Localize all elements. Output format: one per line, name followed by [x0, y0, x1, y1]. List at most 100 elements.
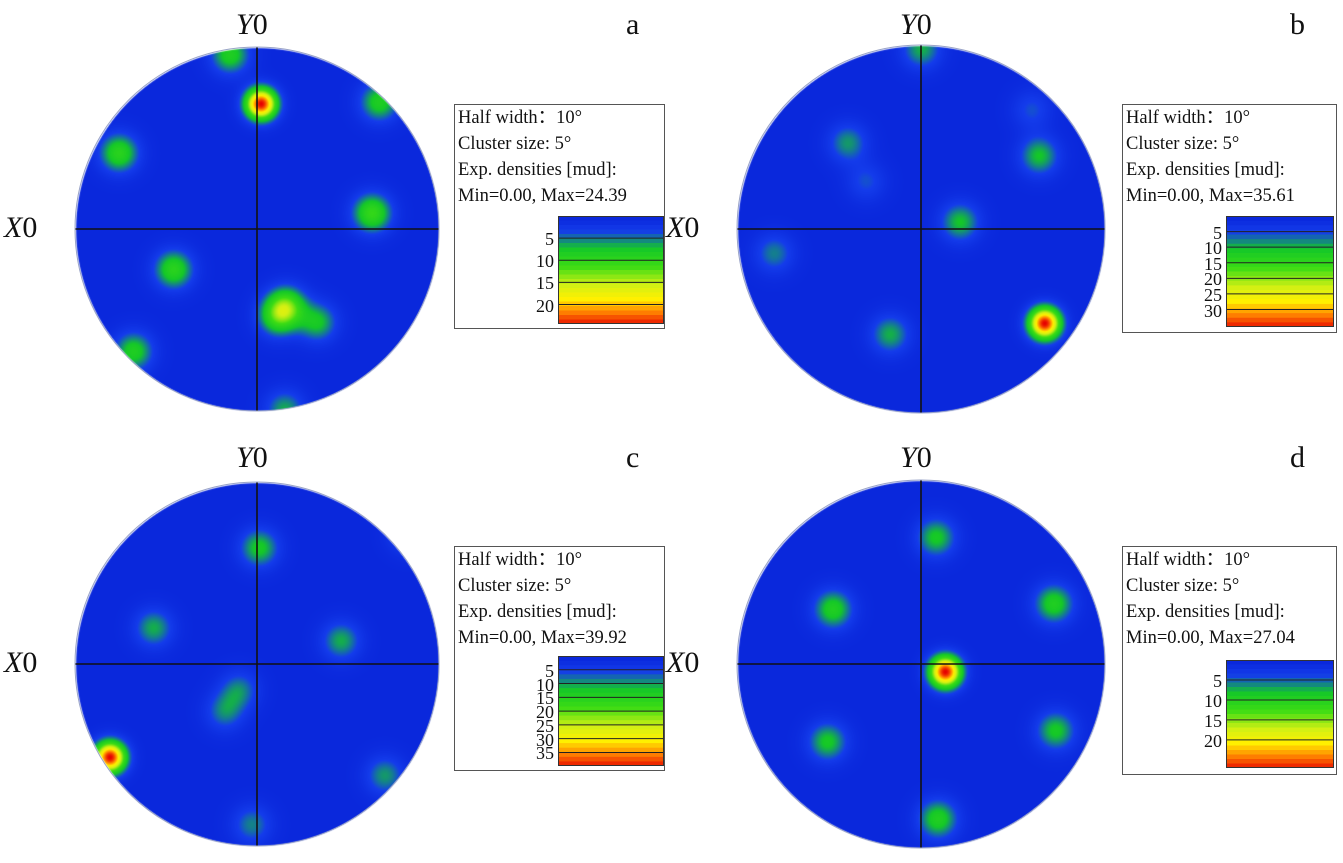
colorbar-band [1226, 271, 1334, 277]
density-maximum-8 [315, 320, 319, 324]
colorbar-band [558, 692, 664, 698]
colorbar-tick-label: 35 [536, 743, 554, 764]
colorbar-band [558, 220, 664, 226]
colorbar-band [558, 274, 664, 280]
density-maximum-1 [845, 141, 849, 145]
colorbar-band [558, 225, 664, 231]
density-maximum-2 [1037, 153, 1041, 157]
colorbar [558, 656, 664, 766]
density-maximum-5 [171, 267, 175, 271]
colorbar-tick-label: 10 [536, 251, 554, 272]
colorbar-band [1226, 317, 1334, 323]
colorbar-band [558, 729, 664, 735]
crosshair-c [74, 481, 440, 847]
projection-circle [74, 46, 440, 412]
density-maximum-7 [275, 314, 279, 318]
projection-circle [736, 44, 1106, 414]
colorbar-band [1226, 763, 1334, 768]
colorbar-band [558, 216, 664, 222]
colorbar-band [1226, 285, 1334, 291]
density-maximum-2 [339, 638, 343, 642]
density-maximum-2 [377, 100, 381, 104]
density-maximum-1 [151, 626, 155, 630]
density-maximum-6 [108, 755, 112, 759]
colorbar-band [558, 261, 664, 267]
colorbar-band [1226, 732, 1334, 738]
panel-label: b [1290, 8, 1305, 41]
colorbar-tick-label: 30 [536, 729, 554, 750]
colorbar-band [558, 669, 664, 675]
crosshair-d [736, 479, 1106, 849]
y-axis-label: Y0 [236, 8, 268, 41]
colorbar-band [558, 238, 664, 244]
colorbar-tick-label: 30 [1204, 300, 1222, 321]
colorbar-band [1226, 664, 1334, 670]
density-maximum-6 [284, 303, 288, 307]
colorbar-band [1226, 313, 1334, 319]
colorbar-tick-label: 20 [1204, 269, 1222, 290]
density-maximum-1 [831, 607, 835, 611]
x-axis-label: X0 [4, 211, 38, 244]
legend-exp-densities: Exp. densities [mud]: [458, 602, 617, 622]
colorbar-band [1226, 750, 1334, 756]
colorbar-band [558, 665, 664, 671]
y-axis-label: Y0 [900, 441, 932, 474]
colorbar-band [1226, 234, 1334, 240]
legend-exp-densities: Exp. densities [mud]: [1126, 602, 1285, 622]
colorbar-tick-label: 5 [545, 660, 554, 681]
colorbar-band [558, 706, 664, 712]
colorbar-band [1226, 239, 1334, 245]
colorbar-band [1226, 220, 1334, 226]
colorbar-band [558, 301, 664, 307]
density-maximum-1 [228, 52, 232, 56]
colorbar-band [1226, 280, 1334, 286]
legend-min-max: Min=0.00, Max=24.39 [458, 186, 627, 206]
colorbar-band [558, 678, 664, 685]
y-axis-label: Y0 [236, 441, 268, 474]
colorbar-band [1226, 736, 1334, 742]
colorbar-band [558, 256, 664, 262]
colorbar-outline [1226, 216, 1334, 327]
colorbar-band [1226, 225, 1334, 231]
colorbar-band [558, 315, 664, 321]
colorbar-tick-label: 20 [1204, 730, 1222, 751]
colorbar-band [558, 656, 664, 662]
colorbar-tick-label: 15 [1204, 710, 1222, 731]
colorbar-band [558, 288, 664, 294]
panel-label: c [626, 441, 640, 474]
colorbar [1226, 216, 1334, 327]
density-maximum-6 [936, 817, 940, 821]
colorbar-band [558, 279, 664, 285]
colorbar-tick-label: 25 [1204, 284, 1222, 305]
legend-cluster-size: Cluster size: 5° [458, 134, 572, 154]
colorbar-band [558, 283, 664, 289]
colorbar-band [1226, 257, 1334, 263]
colorbar-band [1226, 682, 1334, 688]
colorbar [558, 216, 664, 324]
legend-min-max: Min=0.00, Max=39.92 [458, 628, 627, 648]
density-maximum-6 [772, 251, 776, 255]
colorbar-band [1226, 308, 1334, 314]
colorbar-band [558, 711, 664, 717]
colorbar-tick-label: 5 [1213, 222, 1222, 243]
colorbar-band [558, 752, 664, 758]
colorbar-band [558, 297, 664, 303]
colorbar-band [1226, 299, 1334, 305]
colorbar-band [1226, 723, 1334, 729]
colorbar-outline [558, 216, 664, 324]
density-maximum-3 [237, 687, 241, 691]
density-maximum-2 [1051, 601, 1055, 605]
colorbar-band [1226, 660, 1334, 666]
colorbar-band [1226, 741, 1334, 747]
density-maximum-8 [250, 822, 254, 826]
colorbar-band [1226, 687, 1334, 693]
crosshair-b [736, 44, 1106, 414]
colorbar-band [1226, 669, 1334, 675]
colorbar-band [558, 252, 664, 258]
colorbar-band [1226, 253, 1334, 259]
colorbar-tick-label: 10 [536, 674, 554, 695]
legend-half-width: Half width：10° [458, 550, 583, 570]
colorbar-band [558, 674, 664, 680]
colorbar-tick-label: 15 [536, 273, 554, 294]
